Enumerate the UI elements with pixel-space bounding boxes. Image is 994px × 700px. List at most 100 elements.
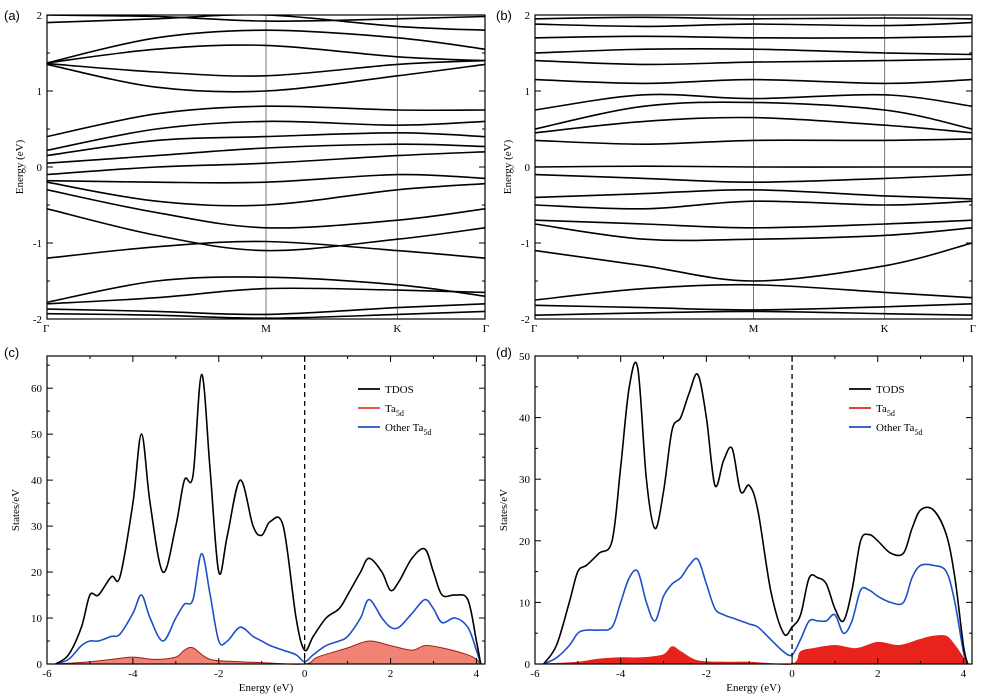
band-line: [47, 151, 485, 176]
x-axis-label: Energy (eV): [239, 682, 294, 694]
band-line: [535, 223, 972, 242]
band-line: [535, 310, 972, 316]
y-tick-label: 0: [37, 659, 43, 671]
band-line: [535, 21, 972, 28]
tdos-line: [542, 361, 969, 665]
band-line: [535, 303, 972, 311]
panel-b-band-structure: (b) -2 -1 0 1 2 Γ M K Γ Energy (eV): [496, 8, 976, 335]
legend: TDOS Ta5d Other Ta5d: [358, 384, 431, 437]
band-line: [47, 63, 485, 93]
legend-tdos-label: TDOS: [385, 384, 414, 396]
kpoint-label: Γ: [483, 323, 489, 335]
panel-a-band-structure: (a) -2 -1 0 1 2 Γ M K Γ Energy (eV): [4, 8, 489, 335]
y-tick-label: 0: [525, 162, 531, 174]
bands: [535, 16, 972, 316]
band-line: [47, 131, 485, 157]
band-line: [535, 200, 972, 210]
band-line: [535, 58, 972, 66]
y-tick-label: 0: [525, 659, 531, 671]
band-line: [535, 283, 972, 301]
band-line: [47, 59, 485, 77]
band-line: [47, 120, 485, 152]
x-tick-label: -4: [616, 668, 626, 680]
x-tick-label: 4: [474, 668, 480, 680]
band-line: [535, 116, 972, 134]
kpoint-label: Γ: [970, 323, 976, 335]
x-tick-label: -2: [214, 668, 223, 680]
band-line: [535, 219, 972, 229]
band-line: [47, 173, 485, 184]
tdos-line: [55, 373, 482, 665]
band-line: [535, 47, 972, 56]
x-tick-label: 0: [789, 668, 795, 680]
legend-other-ta5d-label: Other Ta5d: [385, 422, 431, 437]
band-line: [535, 78, 972, 85]
band-line: [47, 303, 485, 316]
y-tick-label: 1: [37, 86, 43, 98]
band-line: [47, 143, 485, 164]
y-tick-label: 0: [37, 162, 43, 174]
band-line: [535, 93, 972, 111]
plot-frame: [46, 355, 486, 665]
band-line: [47, 240, 485, 259]
band-line: [47, 287, 485, 305]
x-tick-label: -2: [702, 668, 711, 680]
band-line: [47, 189, 485, 229]
band-line: [47, 105, 485, 138]
other-ta5d-line: [543, 557, 969, 665]
band-line: [47, 15, 485, 22]
band-line: [47, 181, 485, 207]
panel-label: (a): [4, 8, 20, 23]
kpoint-label: K: [393, 323, 401, 335]
band-line: [535, 165, 972, 168]
kpoint-label: M: [749, 323, 759, 335]
y-axis-label: States/eV: [498, 489, 510, 531]
y-tick-label: 10: [519, 597, 531, 609]
kpoint-label: Γ: [43, 323, 49, 335]
y-tick-label: 40: [31, 475, 43, 487]
y-tick-label: 30: [31, 521, 43, 533]
ta5d-area: [543, 635, 968, 665]
plot-frame: [534, 355, 973, 665]
kpoint-label: Γ: [531, 323, 537, 335]
y-tick-label: -1: [33, 238, 42, 250]
legend-tdos-label: TODS: [876, 384, 905, 396]
y-tick-label: 50: [519, 351, 531, 363]
panel-label: (d): [496, 345, 512, 360]
legend-ta5d-label: Ta5d: [385, 403, 404, 418]
y-axis-label: States/eV: [10, 489, 22, 531]
y-tick-label: 2: [525, 10, 531, 22]
band-line: [535, 35, 972, 39]
band-line: [535, 242, 972, 282]
y-axis-label: Energy (eV): [14, 139, 26, 194]
panel-label: (b): [496, 8, 512, 23]
band-line: [47, 15, 485, 31]
x-tick-label: 4: [961, 668, 967, 680]
kpoint-label: M: [261, 323, 271, 335]
y-tick-label: 2: [37, 10, 43, 22]
y-tick-label: 30: [519, 474, 531, 486]
bands: [47, 15, 485, 319]
band-line: [535, 173, 972, 184]
y-tick-label: 60: [31, 383, 43, 395]
x-tick-label: -6: [530, 668, 540, 680]
x-tick-label: -6: [42, 668, 52, 680]
x-tick-label: -4: [128, 668, 138, 680]
band-line: [535, 16, 972, 20]
y-tick-label: 40: [519, 413, 531, 425]
band-line: [47, 44, 485, 64]
x-tick-label: 2: [875, 668, 881, 680]
ta5d-line: [543, 634, 969, 665]
x-tick-label: 2: [388, 668, 394, 680]
panel-label: (c): [4, 345, 19, 360]
band-line: [47, 208, 485, 252]
legend: TODS Ta5d Other Ta5d: [849, 384, 922, 437]
y-tick-label: -2: [33, 314, 42, 326]
y-tick-label: -1: [521, 238, 530, 250]
ta5d-area: [55, 640, 481, 665]
band-line: [47, 276, 485, 304]
kpoint-label: K: [881, 323, 889, 335]
